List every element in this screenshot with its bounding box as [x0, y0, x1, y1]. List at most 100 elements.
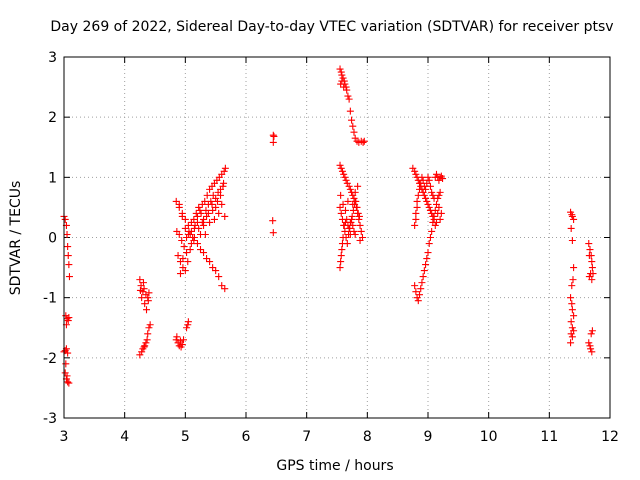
data-point	[346, 230, 354, 238]
data-point	[139, 279, 147, 287]
data-point	[195, 203, 203, 211]
data-point	[65, 261, 73, 269]
data-point	[176, 337, 184, 345]
data-point	[428, 188, 436, 196]
data-point	[186, 230, 194, 238]
data-point	[215, 273, 223, 281]
data-point	[568, 324, 576, 332]
data-point	[585, 252, 593, 260]
data-point	[336, 264, 344, 272]
data-point	[144, 297, 152, 305]
data-point	[430, 194, 438, 202]
data-point	[203, 212, 211, 220]
data-point	[356, 221, 364, 229]
plot-frame	[63, 56, 611, 419]
data-point	[359, 138, 367, 146]
data-point	[142, 291, 150, 299]
data-point	[422, 185, 430, 193]
x-axis-label: GPS time / hours	[276, 458, 393, 474]
data-point	[198, 218, 206, 226]
data-point	[209, 206, 217, 214]
data-point	[349, 122, 357, 130]
data-point	[417, 285, 425, 293]
data-point	[142, 339, 150, 347]
data-point	[269, 138, 277, 146]
data-point	[343, 86, 351, 94]
data-point	[139, 345, 147, 353]
data-point	[220, 179, 228, 187]
data-point	[345, 224, 353, 232]
data-point	[432, 218, 440, 226]
data-point	[436, 188, 444, 196]
data-point	[212, 267, 220, 275]
data-point	[193, 212, 201, 220]
data-point	[172, 336, 180, 344]
data-point	[184, 221, 192, 229]
data-point	[344, 197, 352, 205]
data-point	[568, 333, 576, 341]
data-point	[585, 240, 593, 248]
data-point	[173, 333, 181, 341]
data-point	[207, 197, 215, 205]
data-point	[269, 217, 277, 225]
data-point	[175, 200, 183, 208]
y-tick-label: -3	[43, 411, 57, 427]
data-point	[409, 164, 417, 172]
data-point	[337, 252, 345, 260]
data-point	[197, 246, 204, 254]
data-point	[212, 203, 220, 211]
data-point	[221, 212, 229, 220]
data-point	[203, 191, 211, 199]
data-point	[338, 240, 346, 248]
data-point	[61, 215, 69, 223]
x-tick-label: 9	[424, 429, 433, 445]
data-point	[425, 203, 433, 211]
data-point	[422, 261, 430, 269]
data-point	[350, 194, 358, 202]
data-point	[206, 258, 214, 266]
data-point	[348, 116, 356, 124]
data-point	[345, 95, 353, 103]
data-point	[143, 336, 151, 344]
data-point	[424, 249, 432, 257]
y-tick-label: 2	[48, 110, 57, 126]
data-point	[175, 342, 183, 350]
data-point	[336, 65, 344, 73]
data-point	[337, 209, 345, 217]
data-point	[200, 215, 208, 223]
data-points	[60, 65, 597, 387]
data-point	[63, 230, 71, 238]
data-point	[64, 378, 72, 386]
data-point	[354, 209, 362, 217]
data-point	[193, 240, 201, 248]
data-point	[180, 336, 188, 344]
data-point	[220, 167, 228, 175]
data-point	[63, 315, 71, 323]
data-point	[206, 218, 214, 226]
data-point	[184, 318, 192, 326]
data-point	[221, 285, 229, 293]
data-point	[175, 230, 183, 238]
chart-title: Day 269 of 2022, Sidereal Day-to-day VTE…	[50, 19, 613, 35]
data-point	[411, 221, 419, 229]
data-point	[184, 321, 192, 329]
data-point	[183, 324, 191, 332]
y-tick-labels: -3 -2 -1 0 1 2 3	[43, 50, 57, 427]
data-point	[346, 185, 354, 193]
data-point	[411, 167, 419, 175]
data-point	[424, 200, 432, 208]
x-tick-label: 4	[120, 429, 129, 445]
data-point	[437, 209, 445, 217]
data-point	[353, 203, 361, 211]
data-point	[588, 327, 596, 335]
data-point	[423, 255, 431, 263]
data-point	[190, 237, 198, 245]
data-point	[210, 215, 218, 223]
data-point	[204, 209, 212, 217]
data-point	[63, 372, 71, 380]
data-point	[141, 342, 149, 350]
data-point	[436, 215, 444, 223]
data-point	[215, 209, 223, 217]
data-point	[426, 182, 434, 190]
